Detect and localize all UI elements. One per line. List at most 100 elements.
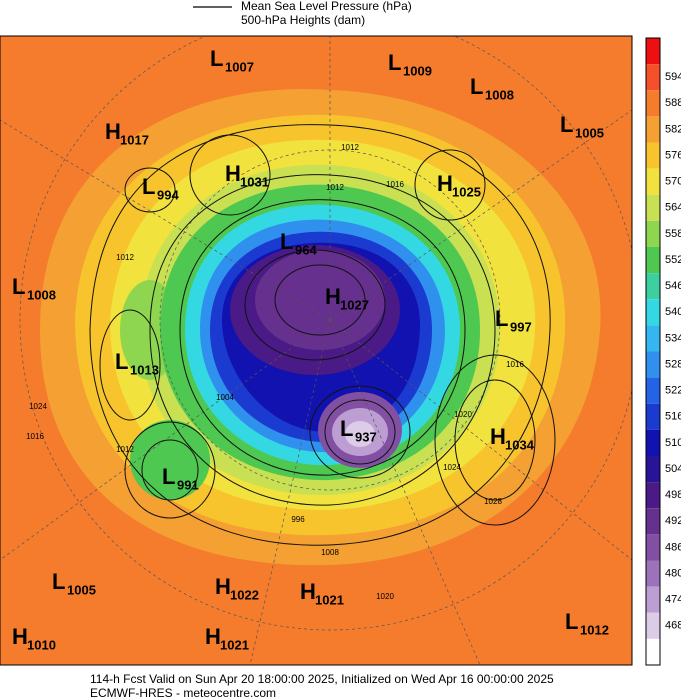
- pressure-center: H 1021: [205, 624, 249, 653]
- contour-label: 1024: [443, 463, 461, 472]
- colorbar-tick-label: 546: [665, 280, 681, 292]
- colorbar-tick-label: 552: [665, 254, 681, 266]
- center-value: 994: [157, 187, 179, 202]
- colorbar-swatch: [646, 456, 660, 483]
- pressure-center: H 1010: [12, 624, 56, 653]
- pressure-center: L 1008: [12, 274, 56, 303]
- colorbar-tick-label: 498: [665, 489, 681, 501]
- colorbar-tick-label: 528: [665, 358, 681, 370]
- contour-label: 1012: [116, 445, 134, 454]
- center-letter: H: [325, 284, 341, 309]
- pressure-center: L 997: [495, 306, 532, 335]
- colorbar-tick-label: 540: [665, 306, 681, 318]
- map: [0, 36, 632, 665]
- colorbar-swatch: [646, 90, 660, 117]
- colorbar-swatch: [646, 64, 660, 91]
- footer-valid: 114-h Fcst Valid on Sun Apr 20 18:00:00 …: [90, 672, 554, 686]
- center-letter: H: [215, 574, 231, 599]
- center-value: 1005: [67, 582, 96, 597]
- center-letter: L: [162, 464, 175, 489]
- colorbar-swatch: [646, 612, 660, 639]
- pressure-center: H 1034: [490, 424, 535, 453]
- center-letter: L: [210, 46, 223, 71]
- colorbar-swatch: [646, 560, 660, 587]
- center-value: 1007: [225, 59, 254, 74]
- contour-label: 996: [291, 515, 305, 524]
- center-value: 1009: [403, 63, 432, 78]
- contour-label: 1004: [216, 393, 234, 402]
- colorbar-swatch: [646, 299, 660, 326]
- pressure-center: L 964: [280, 229, 317, 258]
- pressure-center: H 1022: [215, 574, 259, 603]
- colorbar-tick-label: 582: [665, 123, 681, 135]
- center-letter: H: [437, 171, 453, 196]
- pressure-center: L 1005: [560, 112, 604, 141]
- pressure-center: H 1025: [437, 171, 481, 200]
- colorbar-swatch: [646, 377, 660, 404]
- center-value: 1008: [485, 87, 514, 102]
- center-value: 1021: [220, 637, 249, 652]
- center-value: 1012: [580, 622, 609, 637]
- contour-label: 1012: [341, 143, 359, 152]
- colorbar-swatch: [646, 168, 660, 195]
- center-letter: H: [12, 624, 28, 649]
- contour-label: 1016: [386, 180, 404, 189]
- colorbar-swatch: [646, 508, 660, 535]
- center-value: 1025: [452, 184, 481, 199]
- pressure-center: H 1027: [325, 284, 369, 313]
- center-letter: L: [565, 609, 578, 634]
- center-letter: L: [470, 74, 483, 99]
- center-value: 1005: [575, 125, 604, 140]
- colorbar-tick-label: 480: [665, 567, 681, 579]
- colorbar-swatch: [646, 116, 660, 143]
- center-letter: L: [560, 112, 573, 137]
- colorbar-tick-label: 504: [665, 463, 681, 475]
- colorbar-swatch: [646, 638, 660, 665]
- contour-label: 1020: [376, 592, 394, 601]
- colorbar-tick-label: 570: [665, 176, 681, 188]
- pressure-center: L 1013: [115, 349, 159, 378]
- contour-label: 1024: [29, 402, 47, 411]
- legend-label: Mean Sea Level Pressure (hPa): [241, 0, 412, 13]
- center-letter: H: [105, 119, 121, 144]
- colorbar-swatch: [646, 403, 660, 430]
- center-value: 991: [177, 477, 199, 492]
- center-value: 1022: [230, 587, 259, 602]
- center-letter: L: [12, 274, 25, 299]
- center-letter: H: [490, 424, 506, 449]
- colorbar-swatch: [646, 325, 660, 352]
- center-value: 1017: [120, 132, 149, 147]
- center-value: 1031: [240, 174, 269, 189]
- center-value: 1008: [27, 287, 56, 302]
- center-letter: L: [52, 569, 65, 594]
- colorbar-tick-label: 516: [665, 411, 681, 423]
- colorbar-swatch: [646, 194, 660, 221]
- center-value: 964: [295, 242, 317, 257]
- center-value: 997: [510, 319, 532, 334]
- center-letter: L: [495, 306, 508, 331]
- colorbar-swatch: [646, 534, 660, 561]
- center-value: 1021: [315, 592, 344, 607]
- center-value: 937: [355, 429, 377, 444]
- colorbar-frame: [645, 37, 661, 666]
- colorbar-swatch: [646, 351, 660, 378]
- legend-label: 500-hPa Heights (dam): [241, 13, 365, 27]
- contour-label: 1016: [26, 432, 44, 441]
- contour-label: 1020: [454, 410, 472, 419]
- footer-source: ECMWF-HRES - meteocentre.com: [90, 686, 276, 700]
- pressure-center: L 994: [142, 174, 179, 203]
- pressure-center: L 1009: [388, 50, 432, 79]
- colorbar-tick-label: 594: [665, 71, 681, 83]
- colorbar-tick-label: 510: [665, 437, 681, 449]
- pressure-center: L 991: [162, 464, 199, 493]
- colorbar-swatch: [646, 142, 660, 169]
- contour-label: 1028: [484, 497, 502, 506]
- center-letter: L: [388, 50, 401, 75]
- colorbar-tick-label: 522: [665, 385, 681, 397]
- colorbar: 594 588 582 576 570 564 558 552 546 540 534 528 522 5…: [645, 37, 681, 666]
- contour-label: 1008: [321, 548, 339, 557]
- colorbar-swatch: [646, 482, 660, 509]
- colorbar-tick-label: 492: [665, 515, 681, 527]
- center-value: 1034: [505, 437, 535, 452]
